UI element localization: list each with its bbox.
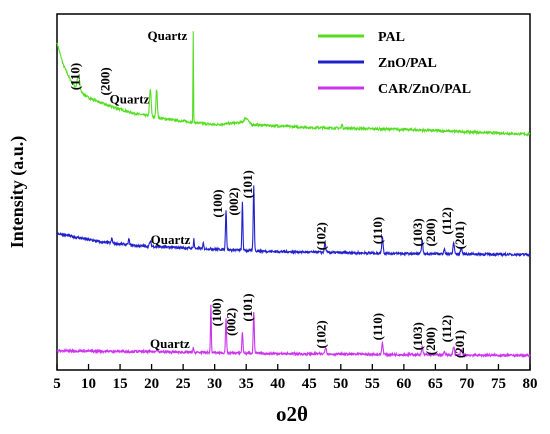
x-tick-label: 20 (144, 376, 159, 392)
legend-label-2: CAR/ZnO/PAL (378, 82, 471, 97)
x-axis-label: o2θ (276, 402, 308, 426)
peak-annotation: (100) (209, 298, 224, 326)
x-tick-label: 25 (176, 376, 191, 392)
y-axis-label: Intensity (a.u.) (7, 136, 28, 249)
legend-label-1: ZnO/PAL (378, 56, 437, 71)
x-tick-label: 70 (459, 376, 474, 392)
peak-annotation: (101) (240, 170, 255, 198)
series-line-0 (56, 31, 531, 137)
peak-annotation: (112) (439, 207, 454, 234)
x-tick-label: 30 (207, 376, 222, 392)
x-tick-label: 5 (53, 376, 61, 392)
peak-annotation: (103) (410, 218, 425, 246)
peak-annotation: (112) (439, 315, 454, 342)
legend-label-0: PAL (378, 30, 405, 45)
peak-annotation: (200) (97, 67, 112, 95)
peak-annotation: (100) (210, 189, 225, 217)
x-tick-label: 45 (302, 376, 317, 392)
peak-annotation: (110) (370, 313, 385, 340)
x-tick-label: 40 (270, 376, 285, 392)
peak-annotation: Quartz (151, 232, 191, 247)
x-tick-label: 15 (113, 376, 128, 392)
peak-annotation: (002) (224, 308, 239, 336)
peak-annotation: (110) (370, 217, 385, 244)
x-tick-label: 75 (491, 376, 506, 392)
peak-annotation: Quartz (148, 28, 188, 43)
peak-annotation: (201) (452, 221, 467, 249)
x-tick-label: 65 (428, 376, 443, 392)
x-tick-label: 80 (523, 376, 538, 392)
series-line-2 (56, 304, 531, 359)
peak-annotation: Quartz (110, 91, 150, 106)
series-group (56, 31, 531, 359)
x-axis: 5 10 15 20 25 30 35 40 45 50 55 60 65 70 75 80 (53, 364, 538, 392)
peak-annotation: (103) (410, 322, 425, 350)
peak-annotation: Quartz (150, 336, 190, 351)
plot-frame (56, 13, 531, 371)
peak-annotation: (102) (314, 320, 329, 348)
x-tick-label: 50 (333, 376, 348, 392)
peak-annotation: (102) (314, 222, 329, 250)
x-tick-label: 60 (396, 376, 411, 392)
x-tick-label: 55 (365, 376, 380, 392)
x-tick-label: 35 (239, 376, 254, 392)
peak-annotation: (200) (423, 327, 438, 355)
peak-annotation: (002) (226, 188, 241, 216)
peak-annotation: (200) (423, 218, 438, 246)
peak-annotation: (101) (240, 293, 255, 321)
x-tick-label: 10 (81, 376, 96, 392)
series-line-1 (56, 185, 531, 258)
legend: PAL ZnO/PAL CAR/ZnO/PAL (318, 30, 471, 97)
peak-annotation: (110) (68, 63, 83, 90)
peak-annotation: (201) (452, 330, 467, 358)
